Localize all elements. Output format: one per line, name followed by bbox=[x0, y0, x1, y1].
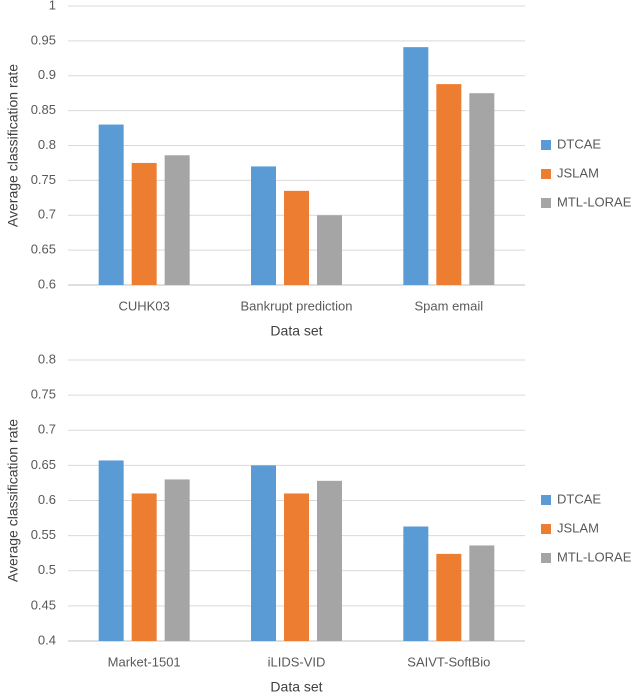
legend-swatch bbox=[541, 198, 551, 208]
bar bbox=[131, 493, 157, 641]
bar bbox=[251, 166, 276, 285]
x-tick-label: iLIDS-VID bbox=[268, 654, 326, 669]
y-tick-label: 1 bbox=[49, 0, 56, 12]
bar bbox=[317, 480, 342, 641]
y-tick-label: 0.8 bbox=[38, 351, 56, 366]
y-tick-label: 0.6 bbox=[38, 276, 56, 291]
bar bbox=[317, 215, 342, 285]
y-tick-label: 0.45 bbox=[31, 597, 56, 612]
bar bbox=[469, 93, 495, 285]
bar bbox=[98, 460, 124, 641]
legend-swatch bbox=[541, 553, 551, 563]
y-tick-label: 0.5 bbox=[38, 562, 56, 577]
y-tick-label: 0.8 bbox=[38, 137, 56, 152]
y-tick-label: 0.4 bbox=[38, 632, 56, 647]
legend-swatch bbox=[541, 524, 551, 534]
legend-swatch bbox=[541, 495, 551, 505]
x-tick-label: Bankrupt prediction bbox=[240, 298, 352, 313]
legend-label: JSLAM bbox=[557, 165, 599, 180]
bar bbox=[469, 545, 495, 641]
y-axis-title: Average classification rate bbox=[5, 64, 21, 227]
legend-label: DTCAE bbox=[557, 491, 601, 506]
bar bbox=[164, 479, 190, 641]
x-tick-label: Spam email bbox=[415, 298, 484, 313]
bar bbox=[164, 155, 190, 285]
y-tick-label: 0.75 bbox=[31, 172, 56, 187]
y-tick-label: 0.85 bbox=[31, 102, 56, 117]
legend-label: MTL-LORAE bbox=[557, 194, 632, 209]
x-tick-label: Market-1501 bbox=[108, 654, 181, 669]
x-axis-title: Data set bbox=[270, 323, 322, 339]
legend-label: DTCAE bbox=[557, 136, 601, 151]
bar bbox=[284, 190, 309, 285]
y-tick-label: 0.6 bbox=[38, 492, 56, 507]
bar bbox=[251, 465, 276, 641]
bar bbox=[436, 84, 462, 286]
x-tick-label: SAIVT-SoftBio bbox=[407, 654, 490, 669]
bar bbox=[403, 47, 429, 286]
bar bbox=[284, 493, 309, 641]
bar bbox=[131, 162, 157, 285]
bar bbox=[98, 124, 124, 285]
bar bbox=[403, 526, 429, 641]
bar bbox=[436, 553, 462, 641]
legend-label: MTL-LORAE bbox=[557, 549, 632, 564]
legend-label: JSLAM bbox=[557, 520, 599, 535]
legend-swatch bbox=[541, 140, 551, 150]
y-tick-label: 0.7 bbox=[38, 207, 56, 222]
y-tick-label: 0.9 bbox=[38, 67, 56, 82]
y-tick-label: 0.65 bbox=[31, 242, 56, 257]
y-tick-label: 0.55 bbox=[31, 527, 56, 542]
x-axis-title: Data set bbox=[270, 679, 322, 694]
y-tick-label: 0.95 bbox=[31, 32, 56, 47]
y-axis-title: Average classification rate bbox=[5, 419, 21, 582]
y-tick-label: 0.7 bbox=[38, 422, 56, 437]
y-tick-label: 0.75 bbox=[31, 387, 56, 402]
x-tick-label: CUHK03 bbox=[119, 298, 170, 313]
legend-swatch bbox=[541, 169, 551, 179]
y-tick-label: 0.65 bbox=[31, 457, 56, 472]
